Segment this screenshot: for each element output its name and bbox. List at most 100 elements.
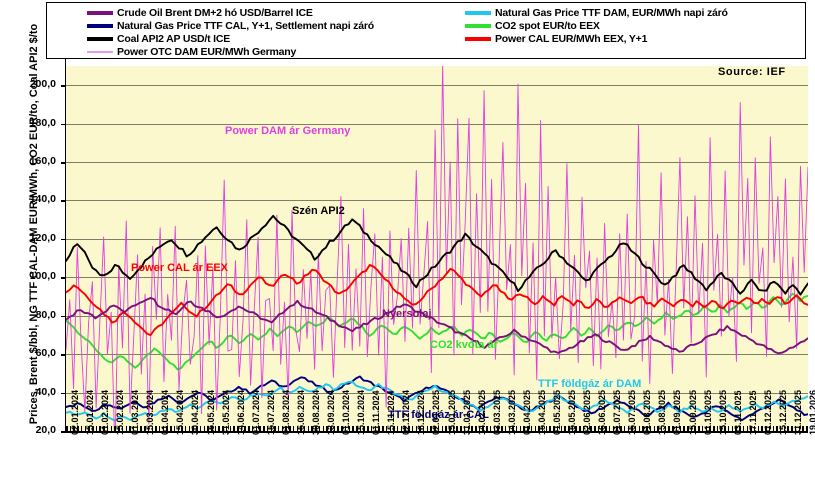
x-axis-tick-mark	[634, 426, 637, 431]
x-axis-tick-mark	[530, 426, 533, 431]
x-axis-tick-mark	[359, 426, 362, 431]
x-axis-tick-mark	[772, 426, 775, 431]
legend-swatch-icon	[465, 23, 491, 28]
x-axis-tick-label: 01.03.2024	[130, 389, 141, 435]
grid-line	[66, 85, 808, 87]
y-axis-tick-mark	[61, 431, 66, 433]
x-axis-tick-label: 01.09.2025	[672, 389, 683, 435]
x-axis-tick-mark	[560, 426, 563, 431]
legend-label: Natural Gas Price TTF CAL, Y+1, Settleme…	[117, 19, 374, 32]
x-axis-tick-mark	[88, 426, 90, 431]
x-axis-tick-mark	[166, 426, 168, 431]
x-axis-tick-mark	[497, 426, 499, 431]
plot-annotation-0: Power DAM ár Germany	[225, 125, 351, 137]
x-axis-tick-mark	[170, 426, 172, 431]
x-axis-tick-mark	[806, 426, 808, 431]
x-axis-tick-label: 31.05.2024	[220, 389, 231, 435]
series-line-power_dam	[66, 66, 808, 431]
x-axis-tick-mark	[80, 426, 83, 431]
x-axis-tick-mark	[534, 426, 537, 431]
legend-item-left-2[interactable]: Coal API2 AP USD/t ICE	[87, 32, 374, 45]
x-axis-tick-mark	[579, 426, 581, 431]
x-axis-tick-label: 01.11.2024	[371, 390, 382, 435]
x-axis-tick-mark	[233, 426, 235, 431]
x-axis-tick-mark	[437, 426, 440, 431]
legend-item-right-0[interactable]: Natural Gas Price TTF DAM, EUR/MWh napi …	[465, 6, 728, 19]
x-axis-tick-mark	[307, 426, 310, 431]
x-axis-tick-mark	[649, 426, 652, 431]
x-axis-tick-mark	[802, 426, 804, 431]
x-axis-tick-mark	[184, 426, 187, 431]
x-axis-tick-mark	[467, 426, 470, 431]
x-axis-tick-label: 15.03.2024	[145, 389, 156, 435]
x-axis-tick-mark	[668, 426, 670, 431]
x-axis-tick-mark	[768, 426, 771, 431]
grid-line	[66, 123, 808, 125]
x-axis-tick-mark	[504, 426, 507, 431]
source-note: Source: IEF	[718, 66, 786, 78]
x-axis-tick-mark	[512, 426, 514, 431]
y-axis-tick-mark	[61, 315, 66, 318]
x-axis-tick-label: 15.12.2025	[777, 389, 788, 435]
x-axis-tick-mark	[337, 426, 339, 431]
x-axis-tick-mark	[385, 426, 388, 431]
x-axis-tick-label: 01.12.2025	[762, 389, 773, 435]
x-axis-tick-mark	[125, 426, 127, 431]
x-axis-tick-label: 01.04.2024	[160, 389, 171, 435]
x-axis-tick-mark	[449, 426, 451, 431]
x-axis-tick-mark	[482, 426, 484, 431]
x-axis-tick-mark	[225, 426, 228, 431]
x-axis-tick-mark	[251, 426, 254, 431]
x-axis-tick-mark	[151, 426, 154, 431]
legend-item-right-1[interactable]: CO2 spot EUR/to EEX	[465, 19, 728, 32]
x-axis-tick-label: 15.04.2024	[175, 389, 186, 435]
x-axis-tick-mark	[218, 426, 220, 431]
x-axis-tick-mark	[255, 426, 258, 431]
legend-item-left-3[interactable]: Power OTC DAM EUR/MWh Germany	[87, 46, 374, 59]
x-axis-tick-label: 13.09.2024	[326, 389, 337, 435]
y-axis-tick-mark	[61, 277, 66, 279]
x-axis-tick-mark	[106, 426, 109, 431]
x-axis-tick-mark	[612, 426, 615, 431]
x-axis-tick-mark	[396, 426, 399, 431]
x-axis-tick-label: 15.11.2024	[386, 390, 397, 435]
legend-item-right-2[interactable]: Power CAL EUR/MWh EEX, Y+1	[465, 32, 728, 45]
x-axis-line	[64, 431, 808, 433]
x-axis-tick-mark	[742, 426, 745, 431]
x-axis-tick-label: 15.01.2024	[85, 389, 96, 435]
series-line-ttf_dam	[66, 380, 808, 422]
x-axis-tick-mark	[709, 426, 711, 431]
legend-label: Natural Gas Price TTF DAM, EUR/MWh napi …	[495, 6, 728, 19]
x-axis-tick-mark	[132, 426, 135, 431]
x-axis-tick-label: 03.03.2025	[491, 389, 502, 435]
x-axis-tick-label: 15.05.2025	[567, 389, 578, 435]
x-axis-tick-label: 01.10.2025	[702, 389, 713, 435]
grid-line	[66, 200, 808, 202]
x-axis-tick-mark	[240, 426, 243, 431]
x-axis-tick-mark	[121, 426, 124, 431]
legend-item-left-0[interactable]: Crude Oil Brent DM+2 hó USD/Barrel ICE	[87, 6, 374, 19]
x-axis-tick-mark	[378, 426, 380, 431]
x-axis-tick-mark	[281, 426, 284, 431]
plot-area: Power DAM ár Germany Szén API2 Power CAL á…	[64, 58, 808, 433]
x-axis-tick-mark	[363, 426, 365, 431]
x-axis-tick-mark	[129, 426, 131, 431]
x-axis-tick-mark	[356, 426, 358, 431]
x-axis-tick-mark	[196, 426, 198, 431]
x-axis-tick-mark	[601, 426, 603, 431]
x-axis-tick-mark	[586, 426, 589, 431]
x-axis-tick-mark	[199, 426, 202, 431]
x-axis-tick-mark	[110, 426, 113, 431]
x-axis-tick-mark	[735, 426, 737, 431]
x-axis-tick-mark	[77, 426, 79, 431]
legend-item-left-1[interactable]: Natural Gas Price TTF CAL, Y+1, Settleme…	[87, 19, 374, 32]
y-axis-tick-mark	[61, 162, 66, 164]
x-axis-tick-mark	[627, 426, 629, 431]
x-axis-tick-mark	[679, 426, 682, 431]
x-axis-tick-mark	[103, 426, 105, 431]
x-axis-tick-mark	[270, 426, 273, 431]
x-axis-tick-label: 15.09.2025	[687, 389, 698, 435]
y-axis-tick-label: 40,0	[35, 385, 56, 398]
legend-label: CO2 spot EUR/to EEX	[495, 19, 600, 32]
x-axis-tick-mark	[687, 426, 689, 431]
